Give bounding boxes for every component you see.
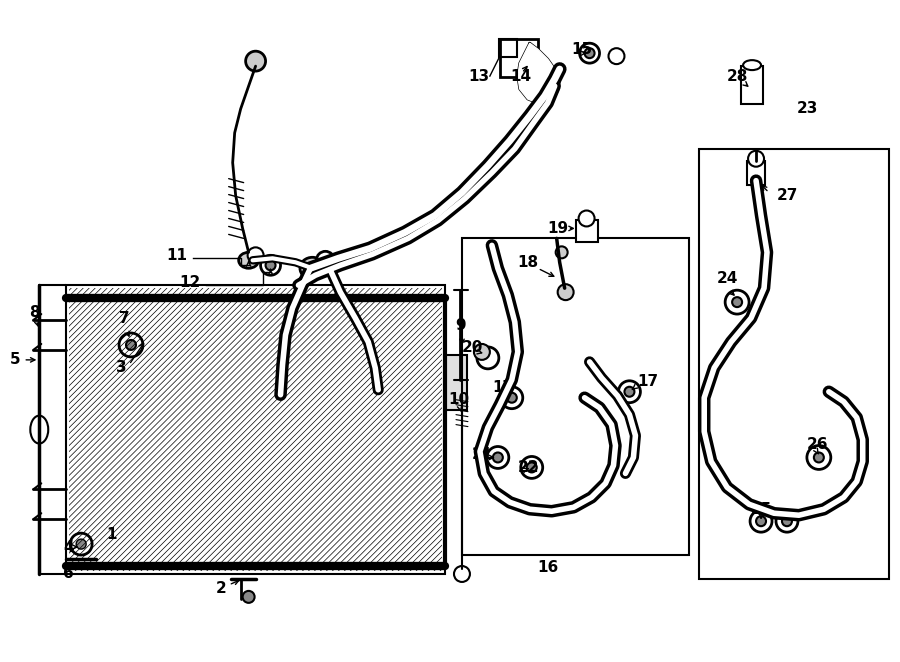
Circle shape [474,344,490,360]
Circle shape [725,290,749,314]
Text: 6: 6 [63,567,74,581]
Circle shape [732,297,742,307]
Text: 14: 14 [509,69,531,83]
Circle shape [608,48,625,64]
Bar [500,39,537,77]
Circle shape [558,284,573,300]
Bar [699,149,888,579]
Circle shape [246,51,266,71]
Circle shape [807,446,831,469]
Circle shape [585,48,595,58]
Circle shape [521,457,543,479]
Text: 26: 26 [807,437,828,452]
Bar [445,355,467,410]
Circle shape [76,539,86,549]
Bar [67,285,445,574]
Bar [747,161,765,185]
Circle shape [477,347,499,369]
Circle shape [261,256,281,275]
Circle shape [555,246,568,258]
Text: 25: 25 [752,502,772,517]
Bar [741,66,763,104]
Circle shape [782,516,792,526]
Text: 28: 28 [727,69,749,83]
Text: 7: 7 [119,310,130,326]
Text: 3: 3 [116,360,127,375]
Text: 17: 17 [637,374,659,389]
Circle shape [776,510,798,532]
Polygon shape [518,43,560,103]
Text: 12: 12 [179,275,200,290]
Bar [499,39,517,57]
Circle shape [579,211,595,226]
Bar [462,238,689,555]
Circle shape [119,333,143,357]
Text: 21: 21 [472,447,493,462]
Ellipse shape [317,252,335,269]
Circle shape [580,43,599,63]
Text: 17: 17 [492,380,513,395]
Text: 27: 27 [777,188,798,203]
Circle shape [748,151,764,167]
Text: 11: 11 [166,248,187,263]
Circle shape [126,340,136,350]
Circle shape [526,463,536,473]
Ellipse shape [31,416,49,444]
Text: 8: 8 [30,305,40,320]
Text: 18: 18 [518,255,539,270]
Text: 22: 22 [518,460,539,475]
Bar [576,220,598,242]
Circle shape [248,248,264,263]
Text: 2: 2 [216,581,227,596]
Text: 5: 5 [9,352,20,367]
Circle shape [507,393,517,402]
Text: 16: 16 [537,559,558,575]
Text: 19: 19 [548,221,569,236]
Text: 23: 23 [796,101,818,117]
Circle shape [493,453,503,463]
Circle shape [70,533,92,555]
Text: 13: 13 [468,69,489,83]
Circle shape [243,591,255,603]
Circle shape [266,260,275,270]
Text: 1: 1 [106,527,117,542]
Circle shape [625,387,634,397]
Circle shape [814,453,824,463]
Ellipse shape [300,258,325,279]
Circle shape [500,387,523,408]
Text: 9: 9 [455,318,465,332]
Circle shape [487,446,508,469]
Ellipse shape [238,252,258,268]
Text: 24: 24 [717,271,739,286]
Text: 15: 15 [572,42,593,57]
Circle shape [756,516,766,526]
Text: 4: 4 [63,540,74,555]
Ellipse shape [743,60,761,70]
Circle shape [750,510,772,532]
Circle shape [454,566,470,582]
Text: 20: 20 [462,340,483,355]
Circle shape [618,381,641,402]
Text: 10: 10 [448,392,469,407]
